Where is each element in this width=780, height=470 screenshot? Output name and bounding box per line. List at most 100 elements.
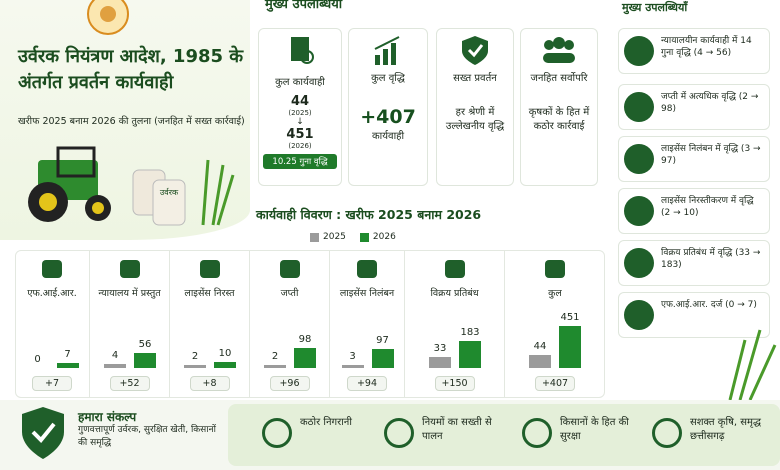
icon <box>522 418 552 448</box>
column: लाइसेंस निरस्त 2 10 +8 <box>170 250 250 398</box>
icon <box>119 260 140 278</box>
achievement: लाइसेंस निरस्तीकरण में वृद्धि (2 → 10) <box>618 188 770 234</box>
bar <box>529 354 551 368</box>
change-pill: +8 <box>189 376 230 391</box>
footer-title: हमारा संकल्प <box>78 410 137 424</box>
tractor-illustration: उर्वरक <box>28 146 235 226</box>
legend-label: 2025 <box>323 232 346 242</box>
achievement: लाइसेंस निलंबन में वृद्धि (3 → 97) <box>618 136 770 182</box>
icon <box>624 144 654 174</box>
pledge-item: कठोर निगरानी <box>262 408 382 464</box>
achievement-text: जप्ती में अत्यधिक वृद्धि (2 → 98) <box>661 92 759 114</box>
sack-label: उर्वरक <box>160 187 179 197</box>
achievement: एफ.आई.आर. दर्ज (0 → 7) <box>618 292 770 338</box>
footer-text: गुणवत्तापूर्ण उर्वरक, सुरक्षित खेती, किस… <box>78 425 216 448</box>
value-label: 10 <box>218 347 232 359</box>
column-label: लाइसेंस निलंबन <box>339 288 395 299</box>
change-pill: +94 <box>347 376 387 391</box>
pledge-band <box>228 404 780 466</box>
achievement: जप्ती में अत्यधिक वृद्धि (2 → 98) <box>618 84 770 130</box>
plant <box>728 329 777 400</box>
subtitle: खरीफ 2025 बनाम 2026 की तुलना (जनहित में … <box>18 116 245 127</box>
change-pill: +52 <box>109 376 150 391</box>
value-label: 2 <box>271 351 279 363</box>
bar <box>214 361 236 368</box>
change-pill: +407 <box>535 376 575 391</box>
card: सख्त प्रवर्तन हर श्रेणी में उल्लेखनीय वृ… <box>436 28 514 186</box>
pledge-text: नियमों का सख्ती से पालन <box>422 417 492 442</box>
achievement-text: न्यायालयीन कार्यवाही में 14 गुना वृद्धि … <box>661 36 752 58</box>
card-text: हर श्रेणी में उल्लेखनीय वृद्धि <box>445 107 505 132</box>
column: न्यायालय में प्रस्तुत 4 56 +52 <box>90 250 170 398</box>
icon <box>624 92 654 122</box>
number: 44 <box>290 94 310 109</box>
icon <box>291 37 314 64</box>
legend-label: 2026 <box>372 232 396 242</box>
value-label: 98 <box>298 334 312 346</box>
icon <box>652 418 682 448</box>
value-label: 3 <box>349 350 356 362</box>
details-title: कार्यवाही विवरण : खरीफ 2025 बनाम 2026 <box>256 207 482 222</box>
column: जप्ती 2 98 +96 <box>250 250 330 398</box>
achievement: विक्रय प्रतिबंध में वृद्धि (33 → 183) <box>618 240 770 286</box>
icon <box>543 37 575 63</box>
bar <box>429 356 451 368</box>
column-label: विक्रय प्रतिबंध <box>430 288 479 299</box>
column: एफ.आई.आर. 0 7 +7 <box>15 250 90 398</box>
card-title: कुल वृद्धि <box>371 73 405 84</box>
column: कुल 44 451 +407 <box>505 250 605 398</box>
achievements-title: मुख्य उपलब्धियाँ <box>622 1 688 14</box>
pledge-text: कठोर निगरानी <box>300 417 352 428</box>
column: लाइसेंस निलंबन 3 97 +94 <box>330 250 405 398</box>
logo <box>87 0 129 35</box>
icon <box>624 36 654 66</box>
value-label: 451 <box>560 312 580 323</box>
bar <box>134 353 156 368</box>
pledge-item: नियमों का सख्ती से पालन <box>384 408 504 464</box>
icon <box>262 418 292 448</box>
value-label: 0 <box>34 354 41 365</box>
number: 451 <box>286 127 314 142</box>
icon <box>624 196 654 226</box>
value-label: 56 <box>138 339 152 351</box>
icon <box>444 260 465 278</box>
legend: 2025 2026 <box>310 232 396 242</box>
bar <box>559 326 581 368</box>
icon <box>624 248 654 278</box>
highlights-title: मुख्य उपलब्धियाँ <box>265 0 343 12</box>
icon <box>384 418 414 448</box>
value-label: 7 <box>64 348 71 360</box>
bar <box>459 341 481 368</box>
legend-item: 2025 <box>310 232 346 242</box>
value-label: 44 <box>533 340 547 352</box>
bar <box>184 365 206 368</box>
card-text: कृषकों के हित में कठोर कार्रवाई <box>528 107 590 132</box>
legend-swatch <box>359 232 369 242</box>
achievement-text: एफ.आई.आर. दर्ज (0 → 7) <box>661 300 757 310</box>
pledge-item: किसानों के हित की सुरक्षा <box>522 408 642 464</box>
icon <box>42 260 62 278</box>
year: (2026) <box>288 142 312 150</box>
change-pill: +96 <box>269 376 310 391</box>
value-label: 183 <box>460 327 480 339</box>
left-panel: उर्वरक नियंत्रण आदेश, 1985 के अंतर्गत प्… <box>0 0 250 240</box>
column-label: लाइसेंस निरस्त <box>184 288 235 299</box>
legend-item: 2026 <box>359 232 396 242</box>
icon <box>462 36 488 65</box>
achievement-text: लाइसेंस निरस्तीकरण में वृद्धि (2 → 10) <box>661 196 754 218</box>
bar <box>264 365 286 368</box>
change-pill: +150 <box>434 376 475 391</box>
icon <box>374 36 400 65</box>
card-title: जनहित सर्वोपरि <box>530 73 588 84</box>
card-text: कार्यवाही <box>371 131 405 142</box>
icon <box>624 300 654 330</box>
bar <box>294 348 316 368</box>
bar <box>341 364 364 368</box>
column-label: कुल <box>548 288 562 299</box>
value-label: 33 <box>433 342 447 354</box>
value-label: 4 <box>111 350 119 362</box>
column-label: एफ.आई.आर. <box>27 288 77 299</box>
card: कुल कार्यवाही 44 (2025) ↓ 451 (2026) 10.… <box>258 28 342 186</box>
title: उर्वरक नियंत्रण आदेश, 1985 के अंतर्गत प्… <box>18 46 244 93</box>
